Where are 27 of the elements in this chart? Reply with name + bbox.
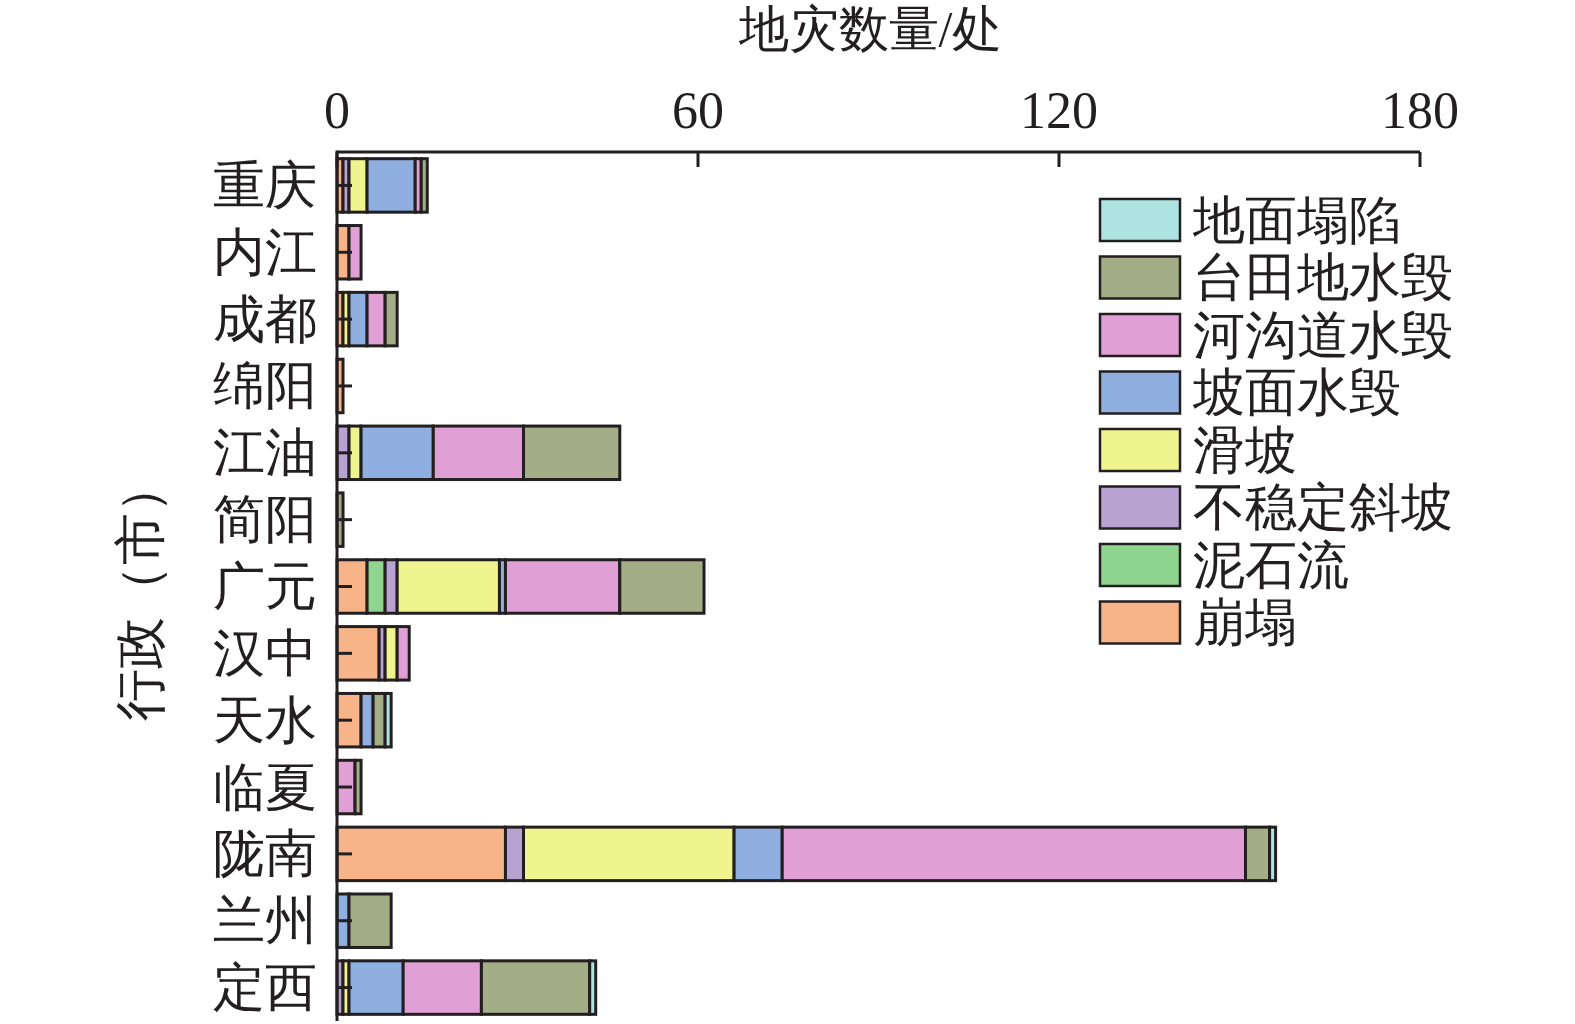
legend-label: 滑坡	[1193, 421, 1297, 479]
y-tick-label: 陇南	[213, 825, 317, 883]
x-tick-label: 0	[324, 82, 350, 139]
y-tick-label: 临夏	[213, 758, 317, 816]
y-tick-label: 定西	[213, 959, 317, 1017]
y-axis-title: 行政（市）	[111, 460, 169, 721]
y-tick-label: 江油	[213, 424, 317, 482]
y-tick-label: 汉中	[213, 624, 317, 682]
x-tick-label: 120	[1020, 82, 1098, 139]
legend-label: 坡面水毁	[1192, 364, 1401, 421]
x-tick-label: 60	[672, 82, 724, 139]
y-tick-label: 内江	[213, 223, 317, 281]
y-tick-label: 兰州	[213, 892, 317, 950]
y-tick-label: 成都	[213, 290, 317, 348]
legend-label: 地面塌陷	[1192, 191, 1401, 249]
y-tick-label: 绵阳	[213, 357, 317, 415]
x-tick-label: 180	[1381, 82, 1459, 139]
y-tick-label: 广元	[213, 558, 317, 615]
legend-label: 崩塌	[1193, 594, 1297, 651]
legend-label: 泥石流	[1193, 536, 1349, 594]
legend-label: 河沟道水毁	[1193, 306, 1453, 364]
y-tick-label: 重庆	[213, 156, 317, 214]
y-tick-label: 简阳	[213, 491, 317, 549]
legend-label: 台田地水毁	[1193, 249, 1453, 306]
x-axis-title: 地灾数量/处	[737, 1, 1003, 57]
legend-label: 不稳定斜坡	[1193, 479, 1453, 536]
y-tick-label: 天水	[213, 691, 317, 749]
